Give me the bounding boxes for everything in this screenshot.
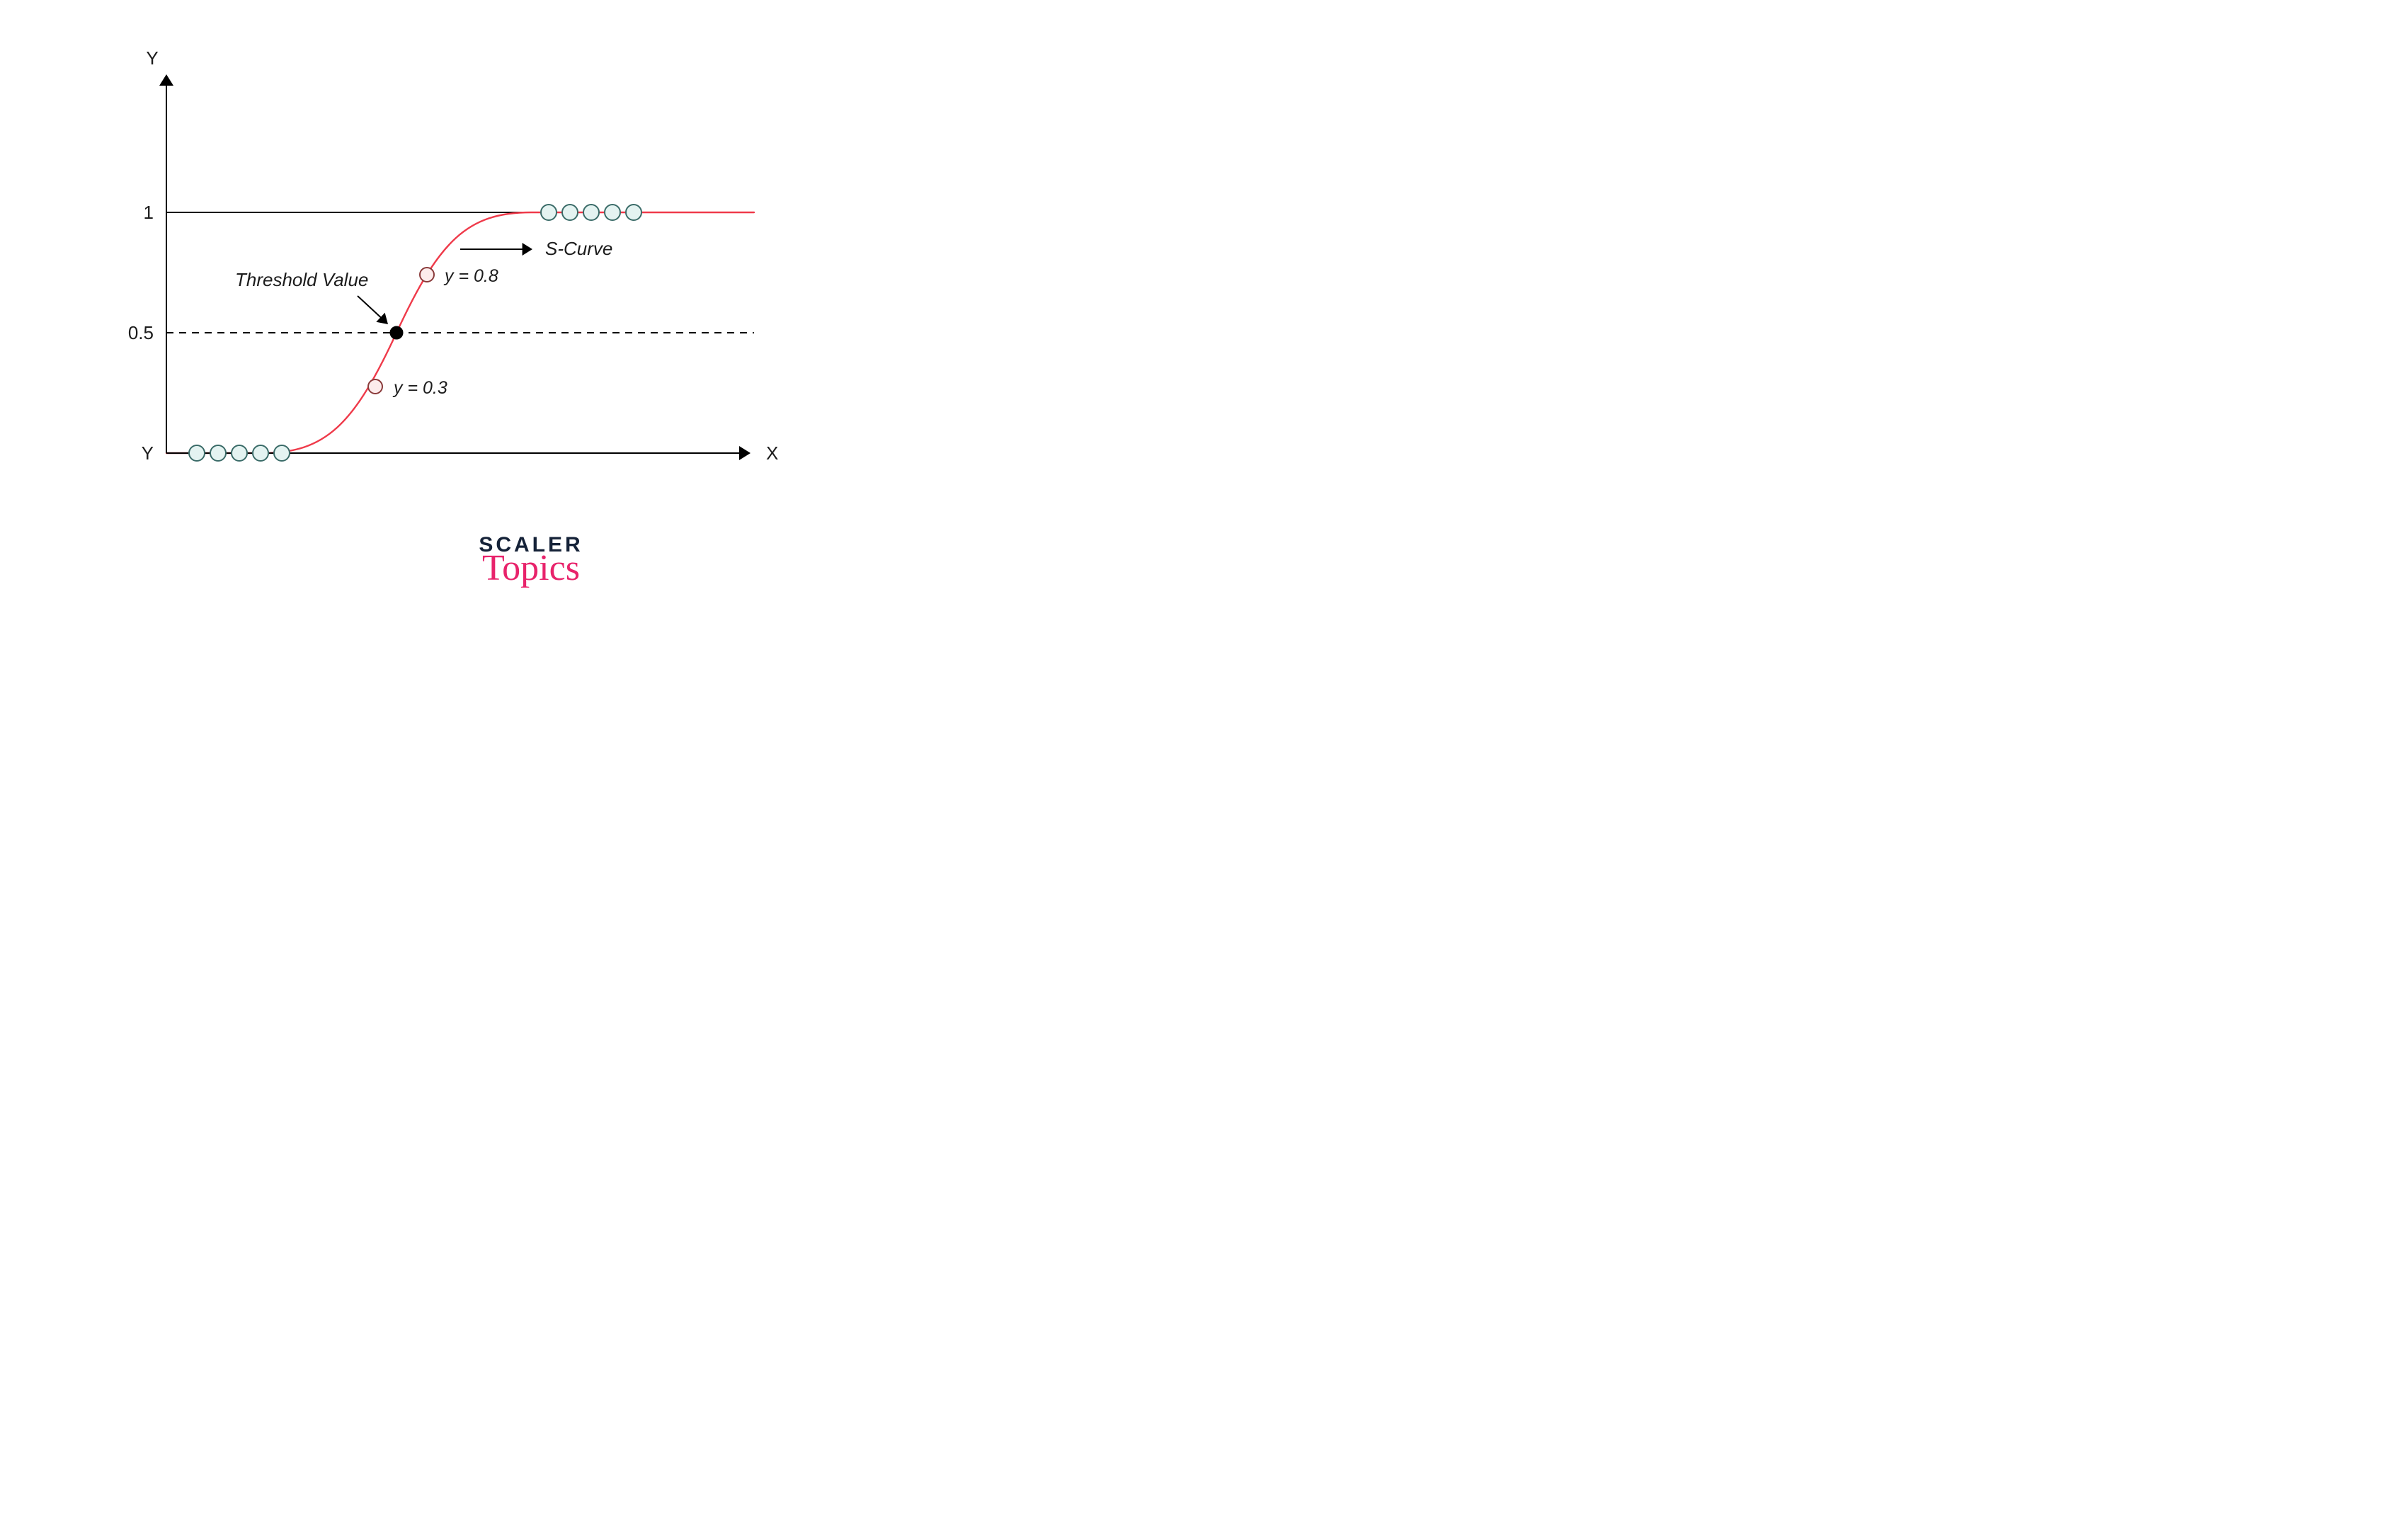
svg-text:Y: Y [146, 47, 158, 69]
svg-text:X: X [766, 442, 778, 464]
svg-text:y = 0.8: y = 0.8 [443, 266, 498, 286]
svg-text:0.5: 0.5 [128, 322, 154, 343]
svg-text:Threshold Value: Threshold Value [235, 269, 368, 290]
svg-text:Y: Y [142, 442, 154, 464]
svg-text:y = 0.3: y = 0.3 [392, 378, 447, 398]
svg-text:1: 1 [144, 202, 154, 223]
scaler-topics-logo: SCALER Topics [479, 535, 583, 587]
chart-canvas: Y X 1 0.5 Y S-Curve Threshold Value y = 0.8 y = … [0, 0, 1062, 670]
svg-text:S-Curve: S-Curve [545, 238, 612, 259]
logo-topics-text: Topics [482, 550, 580, 587]
